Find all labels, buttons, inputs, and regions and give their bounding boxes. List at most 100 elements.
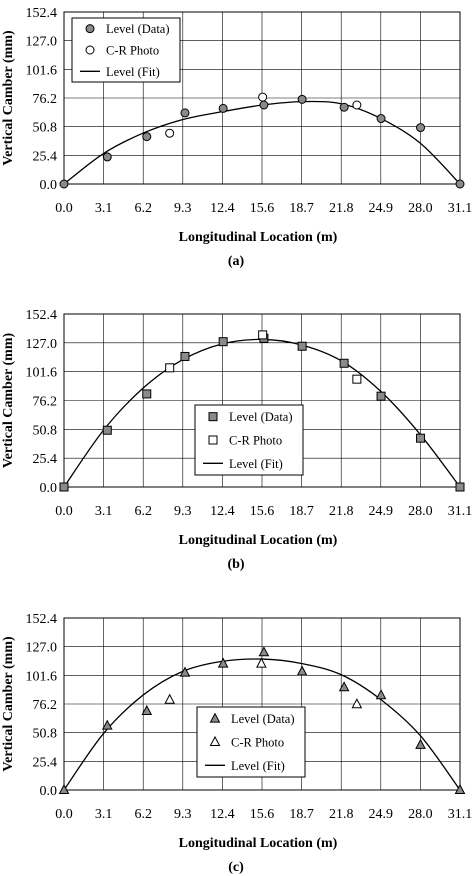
y-tick-label: 50.8	[33, 121, 58, 136]
cr-photo-point	[352, 100, 362, 110]
y-tick-label: 152.4	[26, 308, 58, 323]
x-tick-label: 18.7	[289, 504, 314, 519]
level-data-point	[179, 666, 191, 677]
level-data-point	[376, 391, 386, 401]
level-data-point	[180, 108, 190, 118]
legend: Level (Data) C-R Photo Level (Fit)	[71, 17, 181, 83]
x-tick-label: 18.7	[289, 807, 314, 822]
x-tick-label: 31.1	[448, 201, 473, 216]
x-tick-label: 21.8	[329, 807, 354, 822]
legend-label: Level (Data)	[229, 410, 293, 424]
fit-line	[63, 658, 461, 791]
y-tick-label: 0.0	[40, 784, 58, 799]
level-data-point	[296, 665, 308, 676]
level-data-point	[297, 341, 307, 351]
x-tick-label: 3.1	[95, 807, 113, 822]
y-tick-label: 152.4	[26, 612, 58, 627]
y-tick-label: 76.2	[33, 92, 58, 107]
x-tick-label: 24.9	[369, 504, 394, 519]
level-data-point	[59, 482, 69, 492]
level-data-point	[339, 102, 349, 112]
level-data-point	[217, 657, 229, 668]
plot-frame	[63, 11, 461, 185]
x-axis-title: Longitudinal Location (m)	[179, 230, 338, 245]
cr-photo-point	[164, 693, 176, 704]
x-tick-label: 21.8	[329, 504, 354, 519]
y-tick-label: 0.0	[40, 481, 58, 496]
x-tick-label: 6.2	[134, 504, 152, 519]
x-tick-label: 28.0	[408, 504, 433, 519]
level-data-point	[454, 783, 466, 794]
y-axis-title: Vertical Camber (mm)	[1, 333, 16, 469]
legend: Level (Data) C-R Photo Level (Fit)	[196, 706, 306, 778]
level-data-point	[455, 179, 465, 189]
level-data-point	[415, 738, 426, 749]
legend-marker-swatch	[85, 24, 95, 34]
x-tick-label: 24.9	[369, 807, 394, 822]
panel-label: (b)	[227, 557, 244, 572]
cr-photo-point	[352, 374, 362, 384]
level-data-point	[218, 337, 228, 347]
level-data-point	[416, 123, 426, 133]
level-data-point	[375, 689, 387, 700]
legend-marker-swatch	[209, 712, 221, 723]
legend-label: C-R Photo	[231, 736, 284, 750]
level-data-point	[180, 351, 190, 361]
legend-marker-swatch	[208, 435, 218, 445]
x-tick-label: 15.6	[250, 807, 275, 822]
level-data-point	[142, 389, 152, 399]
y-tick-label: 76.2	[33, 395, 58, 410]
cr-photo-point	[256, 657, 267, 668]
cr-photo-point	[165, 128, 175, 138]
cr-photo-point	[351, 698, 363, 709]
x-tick-label: 12.4	[210, 504, 235, 519]
x-tick-label: 24.9	[369, 201, 394, 216]
level-data-point	[59, 179, 69, 189]
x-tick-label: 6.2	[134, 201, 152, 216]
legend-label: C-R Photo	[229, 434, 282, 448]
y-tick-label: 152.4	[26, 6, 58, 21]
panel-a-chart: 0.0 3.1 6.2 9.3 12.4 15.6 18.7 21.8 24.9 28.0 31.1…	[1, 6, 472, 269]
x-tick-label: 9.3	[174, 807, 192, 822]
y-tick-label: 101.6	[26, 366, 58, 381]
level-data-point	[102, 152, 112, 162]
y-tick-label: 76.2	[33, 698, 58, 713]
x-axis-title: Longitudinal Location (m)	[179, 836, 338, 851]
y-tick-label: 127.0	[26, 337, 58, 352]
y-tick-label: 0.0	[40, 178, 58, 193]
x-tick-label: 0.0	[55, 201, 73, 216]
panel-c-chart: 0.0 3.1 6.2 9.3 12.4 15.6 18.7 21.8 24.9 28.0 31.1…	[1, 612, 472, 875]
panel-label: (c)	[228, 860, 244, 875]
y-axis-title: Vertical Camber (mm)	[1, 30, 16, 166]
y-tick-label: 25.4	[33, 452, 58, 467]
level-data-point	[58, 783, 70, 794]
legend: Level (Data) C-R Photo Level (Fit)	[194, 404, 304, 476]
level-data-point	[339, 358, 349, 368]
legend-marker-swatch	[85, 45, 95, 55]
legend-label: Level (Fit)	[106, 65, 160, 79]
y-tick-label: 127.0	[26, 641, 58, 656]
y-tick-label: 50.8	[33, 423, 58, 438]
level-data-point	[101, 719, 113, 730]
level-data-point	[416, 433, 426, 443]
x-tick-label: 31.1	[448, 807, 473, 822]
cr-photo-point	[258, 330, 268, 340]
level-data-point	[141, 704, 153, 715]
x-tick-label: 3.1	[95, 504, 113, 519]
x-tick-label: 0.0	[55, 807, 73, 822]
plot-frame	[63, 617, 461, 791]
y-tick-label: 101.6	[26, 63, 58, 78]
x-tick-label: 3.1	[95, 201, 113, 216]
x-tick-label: 12.4	[210, 807, 235, 822]
x-tick-label: 18.7	[289, 201, 314, 216]
x-tick-label: 9.3	[174, 201, 192, 216]
cr-photo-point	[258, 92, 268, 102]
x-tick-label: 28.0	[408, 807, 433, 822]
y-tick-label: 127.0	[26, 35, 58, 50]
level-data-point	[338, 681, 350, 692]
y-tick-label: 25.4	[33, 149, 58, 164]
legend-marker-swatch	[209, 735, 221, 746]
level-data-point	[455, 482, 465, 492]
x-tick-label: 28.0	[408, 201, 433, 216]
